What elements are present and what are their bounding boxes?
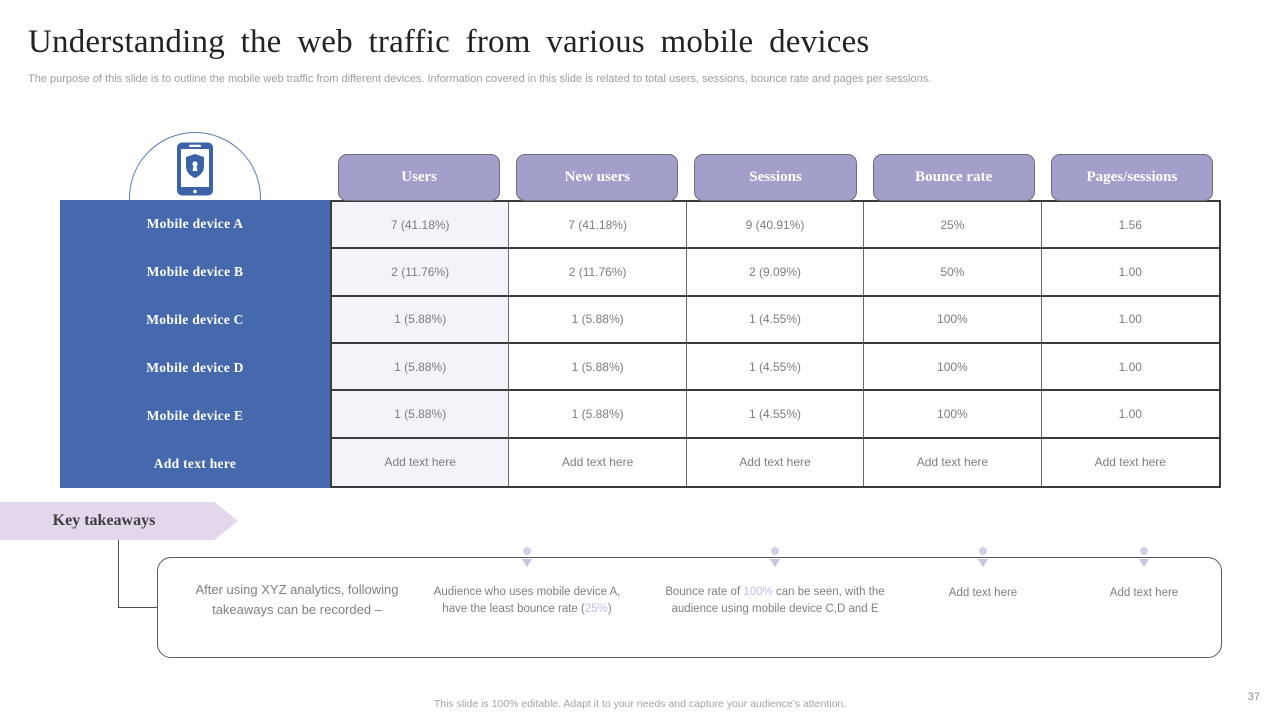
table-cell: 1 (5.88%) — [509, 343, 687, 392]
table-cell: 7 (41.18%) — [509, 202, 687, 250]
takeaway-marker-dot-icon — [771, 547, 779, 555]
phone-shield-icon — [175, 142, 215, 201]
table-cell: 1 (5.88%) — [332, 391, 510, 439]
takeaway-marker-dot-icon — [1140, 547, 1148, 555]
table-cell: 100% — [864, 296, 1042, 344]
key-takeaways-ribbon: Key takeaways — [0, 502, 238, 540]
takeaway-text: Add text here — [948, 587, 1018, 599]
key-takeaways-label: Key takeaways — [52, 512, 156, 529]
table-cell[interactable]: Add text here — [864, 438, 1042, 486]
table-cell: 1 (4.55%) — [686, 343, 865, 392]
page-subtitle: The purpose of this slide is to outline … — [28, 73, 932, 85]
table-cell: 1 (5.88%) — [509, 391, 687, 439]
row-header-add-text-here[interactable]: Add text here — [153, 456, 237, 471]
takeaway-marker-arrow-down-icon — [522, 559, 532, 567]
table-cell: 1.00 — [1041, 343, 1219, 392]
row-header-mobile-device-c: Mobile device C — [146, 312, 244, 327]
page-number: 37 — [1247, 691, 1260, 703]
row-header-mobile-device-d: Mobile device D — [146, 360, 244, 375]
table-cell[interactable]: Add text here — [509, 438, 687, 486]
table-cell: 50% — [864, 249, 1042, 297]
column-header-users: Users — [338, 154, 501, 201]
takeaway-text: Audience who uses mobile device A, have … — [433, 586, 621, 616]
row-header-column: Mobile device A Mobile device B Mobile dev… — [60, 200, 330, 488]
column-header-pages-sessions: Pages/sessions — [1050, 154, 1214, 201]
table-cell: 25% — [864, 202, 1042, 250]
table-cell: 100% — [864, 391, 1042, 439]
row-header-mobile-device-a: Mobile device A — [146, 216, 244, 231]
table-cell: 1.00 — [1041, 249, 1219, 297]
traffic-table: 7 (41.18%) 7 (41.18%) 9 (40.91%) 25% 1.56 2 (… — [330, 200, 1221, 488]
table-cell: 1.00 — [1041, 296, 1219, 344]
takeaway-item: Audience who uses mobile device A, have … — [425, 584, 630, 619]
takeaway-text: can be seen, with the audience using mob… — [671, 586, 885, 616]
takeaway-marker-arrow-down-icon — [1139, 559, 1149, 567]
takeaway-item[interactable]: Add text here — [1064, 585, 1224, 602]
table-cell[interactable]: Add text here — [332, 438, 510, 486]
table-cell: 1.56 — [1041, 202, 1219, 250]
connector-line-vertical — [118, 540, 119, 608]
takeaway-highlight: 25% — [584, 603, 608, 616]
takeaway-marker-dot-icon — [979, 547, 987, 555]
column-headers: Users New users Sessions Bounce rate Pages/s… — [330, 154, 1221, 201]
takeaway-text: ) — [607, 603, 612, 616]
connector-line-horizontal — [118, 607, 158, 608]
page-title: Understanding the web traffic from vario… — [28, 24, 870, 60]
table-cell: 9 (40.91%) — [686, 202, 865, 250]
takeaway-item: Bounce rate of 100% can be seen, with th… — [661, 584, 889, 619]
takeaway-item[interactable]: Add text here — [903, 585, 1063, 602]
column-header-sessions: Sessions — [694, 154, 857, 201]
table-cell[interactable]: Add text here — [1041, 438, 1219, 486]
takeaway-marker-dot-icon — [523, 547, 531, 555]
table-cell: 1 (4.55%) — [686, 391, 865, 439]
table-cell: 7 (41.18%) — [332, 202, 510, 250]
column-header-new-users: New users — [516, 154, 679, 201]
footer-note: This slide is 100% editable. Adapt it to… — [433, 698, 847, 710]
table-cell: 100% — [864, 343, 1042, 392]
takeaway-text: Add text here — [1109, 587, 1179, 599]
table-cell: 2 (11.76%) — [509, 249, 687, 297]
table-cell[interactable]: Add text here — [686, 438, 865, 486]
takeaway-item: After using XYZ analytics, following tak… — [179, 580, 415, 619]
takeaway-text: After using XYZ analytics, following tak… — [195, 582, 399, 617]
takeaways-box — [157, 557, 1222, 658]
table-cell: 1 (5.88%) — [332, 343, 510, 392]
table-cell: 1.00 — [1041, 391, 1219, 439]
table-cell: 2 (9.09%) — [686, 249, 865, 297]
column-header-bounce-rate: Bounce rate — [872, 154, 1035, 201]
table-cell: 2 (11.76%) — [332, 249, 510, 297]
takeaway-marker-arrow-down-icon — [978, 559, 988, 567]
table-cell: 1 (5.88%) — [332, 296, 510, 344]
table-cell: 1 (5.88%) — [509, 296, 687, 344]
row-header-mobile-device-b: Mobile device B — [146, 264, 244, 279]
row-header-mobile-device-e: Mobile device E — [146, 408, 244, 423]
takeaway-highlight: 100% — [743, 586, 773, 598]
table-cell: 1 (4.55%) — [686, 296, 865, 344]
takeaway-marker-arrow-down-icon — [770, 559, 780, 567]
takeaway-text: Bounce rate of — [665, 586, 744, 598]
